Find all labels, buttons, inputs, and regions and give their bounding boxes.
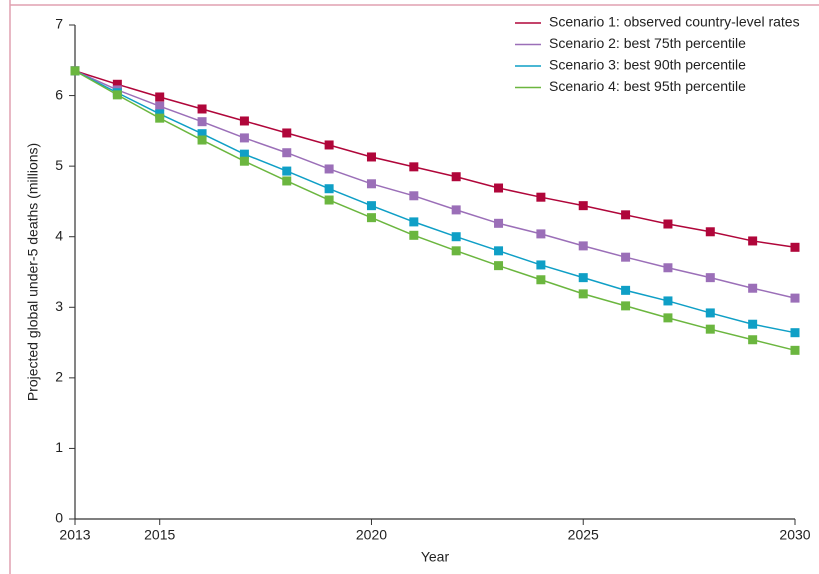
marker xyxy=(324,195,334,205)
marker xyxy=(155,113,165,123)
y-tick-label: 7 xyxy=(55,16,63,32)
marker xyxy=(536,229,546,239)
y-tick-label: 1 xyxy=(55,439,63,455)
marker xyxy=(748,335,758,345)
marker xyxy=(451,172,461,182)
marker xyxy=(409,162,419,172)
marker xyxy=(197,129,207,139)
marker xyxy=(409,230,419,240)
marker xyxy=(790,345,800,355)
marker xyxy=(155,101,165,111)
x-tick-label: 2015 xyxy=(144,527,175,543)
marker xyxy=(282,148,292,158)
marker xyxy=(324,164,334,174)
marker xyxy=(663,263,673,273)
marker xyxy=(536,275,546,285)
marker xyxy=(366,179,376,189)
marker xyxy=(621,252,631,262)
marker xyxy=(239,149,249,159)
marker xyxy=(705,324,715,334)
marker xyxy=(578,241,588,251)
marker xyxy=(282,176,292,186)
marker xyxy=(790,242,800,252)
marker xyxy=(705,227,715,237)
marker xyxy=(70,66,80,76)
legend-label: Scenario 4: best 95th percentile xyxy=(549,78,746,94)
marker xyxy=(578,201,588,211)
marker xyxy=(197,104,207,114)
y-axis-label: Projected global under-5 deaths (million… xyxy=(25,143,41,401)
legend-label: Scenario 2: best 75th percentile xyxy=(549,35,746,51)
marker xyxy=(282,128,292,138)
marker xyxy=(155,92,165,102)
marker xyxy=(366,152,376,162)
x-axis-label: Year xyxy=(421,549,450,565)
marker xyxy=(366,213,376,223)
series-line xyxy=(74,70,796,249)
marker xyxy=(705,273,715,283)
marker xyxy=(409,191,419,201)
marker xyxy=(112,79,122,89)
marker xyxy=(197,135,207,145)
marker xyxy=(239,116,249,126)
marker xyxy=(578,273,588,283)
marker xyxy=(494,183,504,193)
marker xyxy=(324,184,334,194)
marker xyxy=(494,261,504,271)
marker xyxy=(366,201,376,211)
marker xyxy=(748,236,758,246)
marker xyxy=(197,117,207,127)
series-line xyxy=(74,70,796,299)
y-tick-label: 3 xyxy=(55,298,63,314)
marker xyxy=(663,296,673,306)
marker xyxy=(748,319,758,329)
y-tick-label: 4 xyxy=(55,227,63,243)
marker xyxy=(536,192,546,202)
marker xyxy=(494,246,504,256)
marker xyxy=(239,156,249,166)
marker xyxy=(494,218,504,228)
marker xyxy=(409,217,419,227)
y-tick-label: 5 xyxy=(55,157,63,173)
marker xyxy=(621,210,631,220)
marker xyxy=(578,289,588,299)
marker xyxy=(536,260,546,270)
marker xyxy=(663,313,673,323)
marker xyxy=(621,301,631,311)
series-line xyxy=(74,70,796,352)
legend-label: Scenario 3: best 90th percentile xyxy=(549,57,746,73)
marker xyxy=(790,328,800,338)
marker xyxy=(451,205,461,215)
series-line xyxy=(74,70,796,334)
marker xyxy=(451,246,461,256)
y-tick-label: 0 xyxy=(55,510,63,526)
marker xyxy=(748,283,758,293)
marker xyxy=(663,219,673,229)
x-tick-label: 2025 xyxy=(568,527,599,543)
marker xyxy=(112,90,122,100)
marker xyxy=(324,140,334,150)
marker xyxy=(790,293,800,303)
y-tick-label: 2 xyxy=(55,369,63,385)
x-tick-label: 2013 xyxy=(59,527,90,543)
marker xyxy=(239,133,249,143)
marker xyxy=(451,232,461,242)
y-tick-label: 6 xyxy=(55,86,63,102)
marker xyxy=(705,308,715,318)
marker xyxy=(621,285,631,295)
marker xyxy=(282,166,292,176)
x-tick-label: 2030 xyxy=(779,527,810,543)
legend-label: Scenario 1: observed country-level rates xyxy=(549,14,800,30)
x-tick-label: 2020 xyxy=(356,527,387,543)
